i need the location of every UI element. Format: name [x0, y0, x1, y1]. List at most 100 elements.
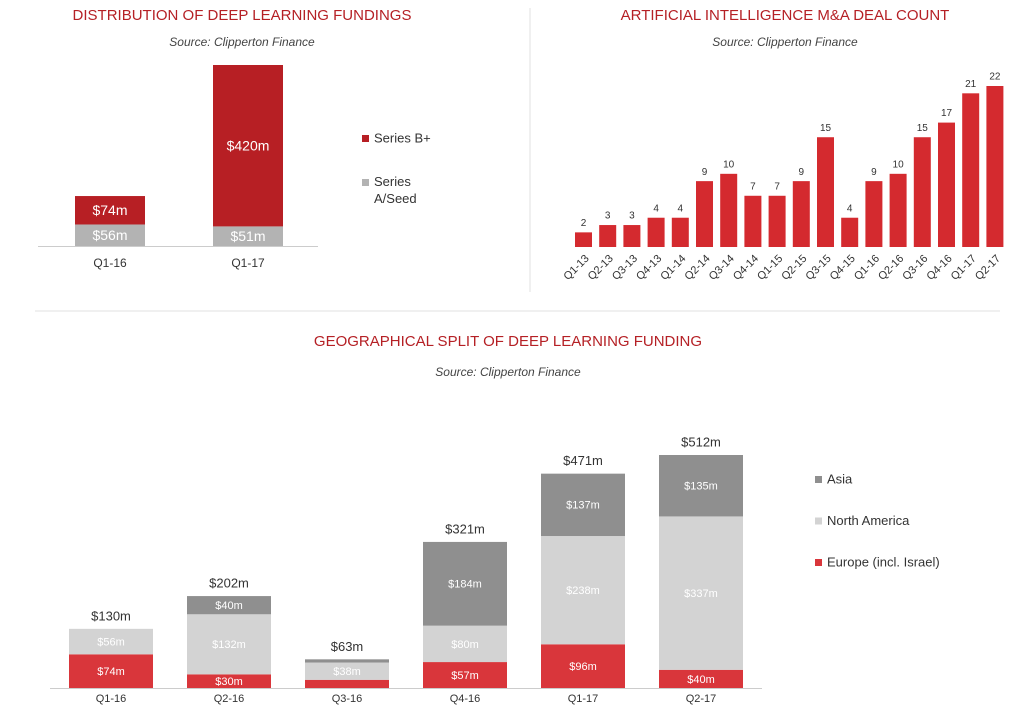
bar-segment — [213, 226, 283, 246]
bar — [671, 217, 689, 247]
bar — [986, 86, 1004, 247]
bar-segment — [659, 455, 743, 517]
data-label: 17 — [941, 108, 953, 119]
data-label: 9 — [871, 167, 877, 178]
data-label: $56m — [92, 227, 127, 243]
bar-segment — [305, 679, 389, 688]
data-label: $38m — [333, 666, 361, 678]
bar — [768, 195, 786, 247]
bar-segment — [541, 473, 625, 537]
x-tick-label: Q1-14 — [658, 253, 688, 283]
total-label: $321m — [445, 521, 485, 536]
bar — [962, 93, 980, 248]
data-label: 7 — [774, 181, 780, 192]
data-label: 4 — [653, 203, 659, 214]
bar-segment — [187, 674, 271, 688]
legend-swatch — [815, 476, 822, 483]
data-label: $184m — [448, 579, 482, 591]
data-label: $40m — [687, 674, 715, 686]
bar-segment — [305, 662, 389, 680]
legend-label: North America — [827, 513, 910, 528]
bar — [817, 137, 834, 247]
data-label: 10 — [893, 159, 905, 170]
x-tick-label: Q3-16 — [900, 253, 930, 283]
x-tick-label: Q2-16 — [214, 693, 245, 705]
legend-label: Asia — [827, 471, 853, 486]
data-label: 4 — [678, 203, 684, 214]
data-label: 2 — [581, 218, 587, 229]
bar-segment — [541, 536, 625, 645]
data-label: 4 — [847, 203, 853, 214]
bar — [792, 181, 810, 247]
data-label: $40m — [215, 600, 243, 612]
x-tick-label: Q4-15 — [828, 253, 858, 283]
data-label: $57m — [451, 670, 479, 682]
data-label: $96m — [569, 661, 597, 673]
bar — [865, 181, 883, 247]
data-label: 3 — [605, 211, 611, 222]
bar-segment — [75, 196, 145, 225]
bar — [938, 122, 955, 247]
data-label: 3 — [629, 211, 635, 222]
x-tick-label: Q1-17 — [568, 693, 599, 705]
data-label: $132m — [212, 639, 246, 651]
bar-segment — [423, 541, 507, 626]
data-label: $51m — [230, 228, 265, 244]
legend-swatch — [815, 559, 822, 566]
bar-segment — [187, 614, 271, 675]
data-label: $420m — [227, 137, 270, 153]
bar-segment — [75, 224, 145, 246]
bar — [647, 217, 665, 247]
bar — [623, 225, 641, 247]
chart-source: Source: Clipperton Finance — [169, 35, 315, 49]
data-label: 15 — [820, 123, 832, 134]
x-tick-label: Q1-15 — [755, 253, 785, 283]
legend-swatch — [362, 179, 369, 186]
data-label: 15 — [917, 123, 929, 134]
x-tick-label: Q2-17 — [973, 253, 1003, 283]
x-tick-label: Q2-16 — [876, 253, 906, 283]
x-tick-label: Q1-16 — [93, 256, 127, 270]
bar-segment — [541, 644, 625, 688]
data-label: 21 — [965, 79, 977, 90]
total-label: $202m — [209, 576, 249, 591]
x-tick-label: Q1-13 — [562, 253, 592, 283]
x-tick-label: Q4-13 — [634, 253, 664, 283]
total-label: $130m — [91, 608, 131, 623]
legend-label: Series A/Seed — [374, 174, 417, 206]
bar-segment — [69, 628, 153, 655]
bar — [889, 173, 907, 247]
total-label: $471m — [563, 453, 603, 468]
data-label: $74m — [97, 666, 125, 678]
bar-segment — [423, 625, 507, 663]
chart-title: ARTIFICIAL INTELLIGENCE M&A DEAL COUNT — [621, 7, 950, 24]
data-label: 9 — [702, 167, 708, 178]
bar-segment — [659, 669, 743, 688]
x-tick-label: Q2-14 — [683, 253, 713, 283]
chart-title: DISTRIBUTION OF DEEP LEARNING FUNDINGS — [73, 7, 412, 24]
x-tick-label: Q1-17 — [949, 253, 979, 283]
data-label: $80m — [451, 639, 479, 651]
data-label: 22 — [989, 72, 1001, 83]
x-tick-label: Q1-16 — [852, 253, 882, 283]
x-tick-label: Q1-17 — [231, 256, 265, 270]
chart-source: Source: Clipperton Finance — [712, 35, 858, 49]
x-tick-label: Q1-16 — [96, 693, 127, 705]
bar-segment — [187, 596, 271, 615]
data-label: $238m — [566, 585, 600, 597]
x-tick-label: Q2-13 — [586, 253, 616, 283]
legend-swatch — [815, 517, 822, 525]
x-tick-label: Q3-15 — [804, 253, 834, 283]
bar-segment — [213, 65, 283, 227]
bar — [696, 181, 713, 247]
bar — [913, 137, 931, 247]
data-label: 7 — [750, 181, 756, 192]
bar-segment — [423, 662, 507, 688]
legend-label: Series B+ — [374, 130, 431, 145]
total-label: $512m — [681, 434, 721, 449]
bar-segment — [69, 654, 153, 688]
data-label: $74m — [92, 202, 127, 218]
bar — [744, 195, 762, 247]
data-label: $337m — [684, 588, 718, 600]
